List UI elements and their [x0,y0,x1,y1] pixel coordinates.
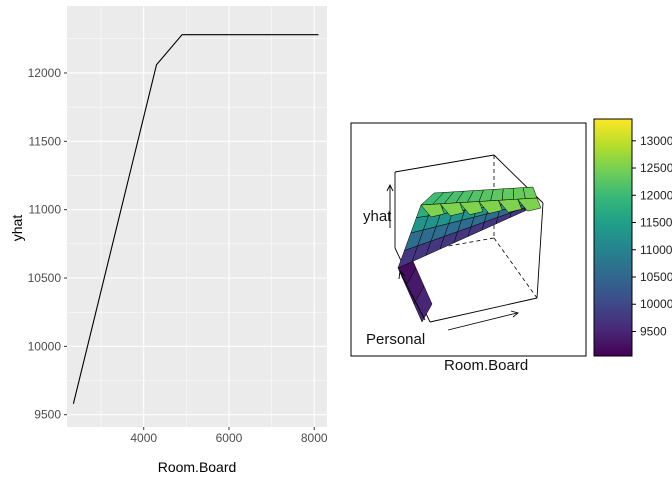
colorbar-tick-label: 10000 [640,297,672,311]
y-tick-label: 10000 [28,339,62,353]
surface-facet [413,285,433,323]
y-axis-label: Personal [366,331,425,348]
surface-facet [501,187,515,201]
y-tick-label: 10500 [28,271,62,285]
colorbar [593,118,633,357]
surface-mesh [397,186,542,323]
y-tick-label: 12000 [28,66,62,80]
axis-arrows [386,183,519,331]
surface-facet [497,198,523,213]
x-axis-title: Room.Board [158,459,237,475]
y-tick-label: 11500 [29,134,62,148]
y-axis-title: yhat [9,215,25,242]
grid-lines [67,6,327,427]
colorbar-tick-label: 11500 [640,216,672,230]
x-tick-label: 4000 [130,431,157,445]
colorbar-tick-label: 9500 [640,324,667,338]
x-tick-label: 6000 [216,431,243,445]
colorbar-tick-label: 12500 [640,161,672,175]
z-axis-label: yhat [363,208,392,225]
surface-facet [420,203,445,218]
surface-facet [459,201,484,215]
x-tick-label: 8000 [301,431,328,445]
surface-facet [439,202,465,217]
surface-facet [517,197,542,212]
series-line [72,34,319,404]
plot-panel-background [67,6,327,427]
y-tick-label: 9500 [34,408,61,422]
y-axis-ticks: 9500 10000 10500 11000 11500 12000 [28,66,67,422]
colorbar-ticks: 9500 10000 10500 11000 11500 12000 12500 13000 [632,134,672,338]
line-series [72,34,319,404]
surface-plot-panel: yhat Personal Room.Board 9500 10000 10500 1… [350,118,672,374]
surface-plot-border [350,122,587,357]
colorbar-tick-label: 12000 [640,188,672,202]
y-tick-label: 11000 [29,203,62,217]
box-hidden-edges [402,155,538,299]
colorbar-tick-label: 10500 [640,270,672,284]
surface-facet [478,200,503,214]
x-axis-ticks: 4000 6000 8000 [130,427,328,445]
colorbar-tick-label: 11000 [640,243,672,257]
colorbar-tick-label: 13000 [640,134,672,148]
x-axis-label: Room.Board [444,357,528,374]
line-chart-panel: 4000 6000 8000 9500 10000 10500 11000 11500 120… [9,6,328,475]
